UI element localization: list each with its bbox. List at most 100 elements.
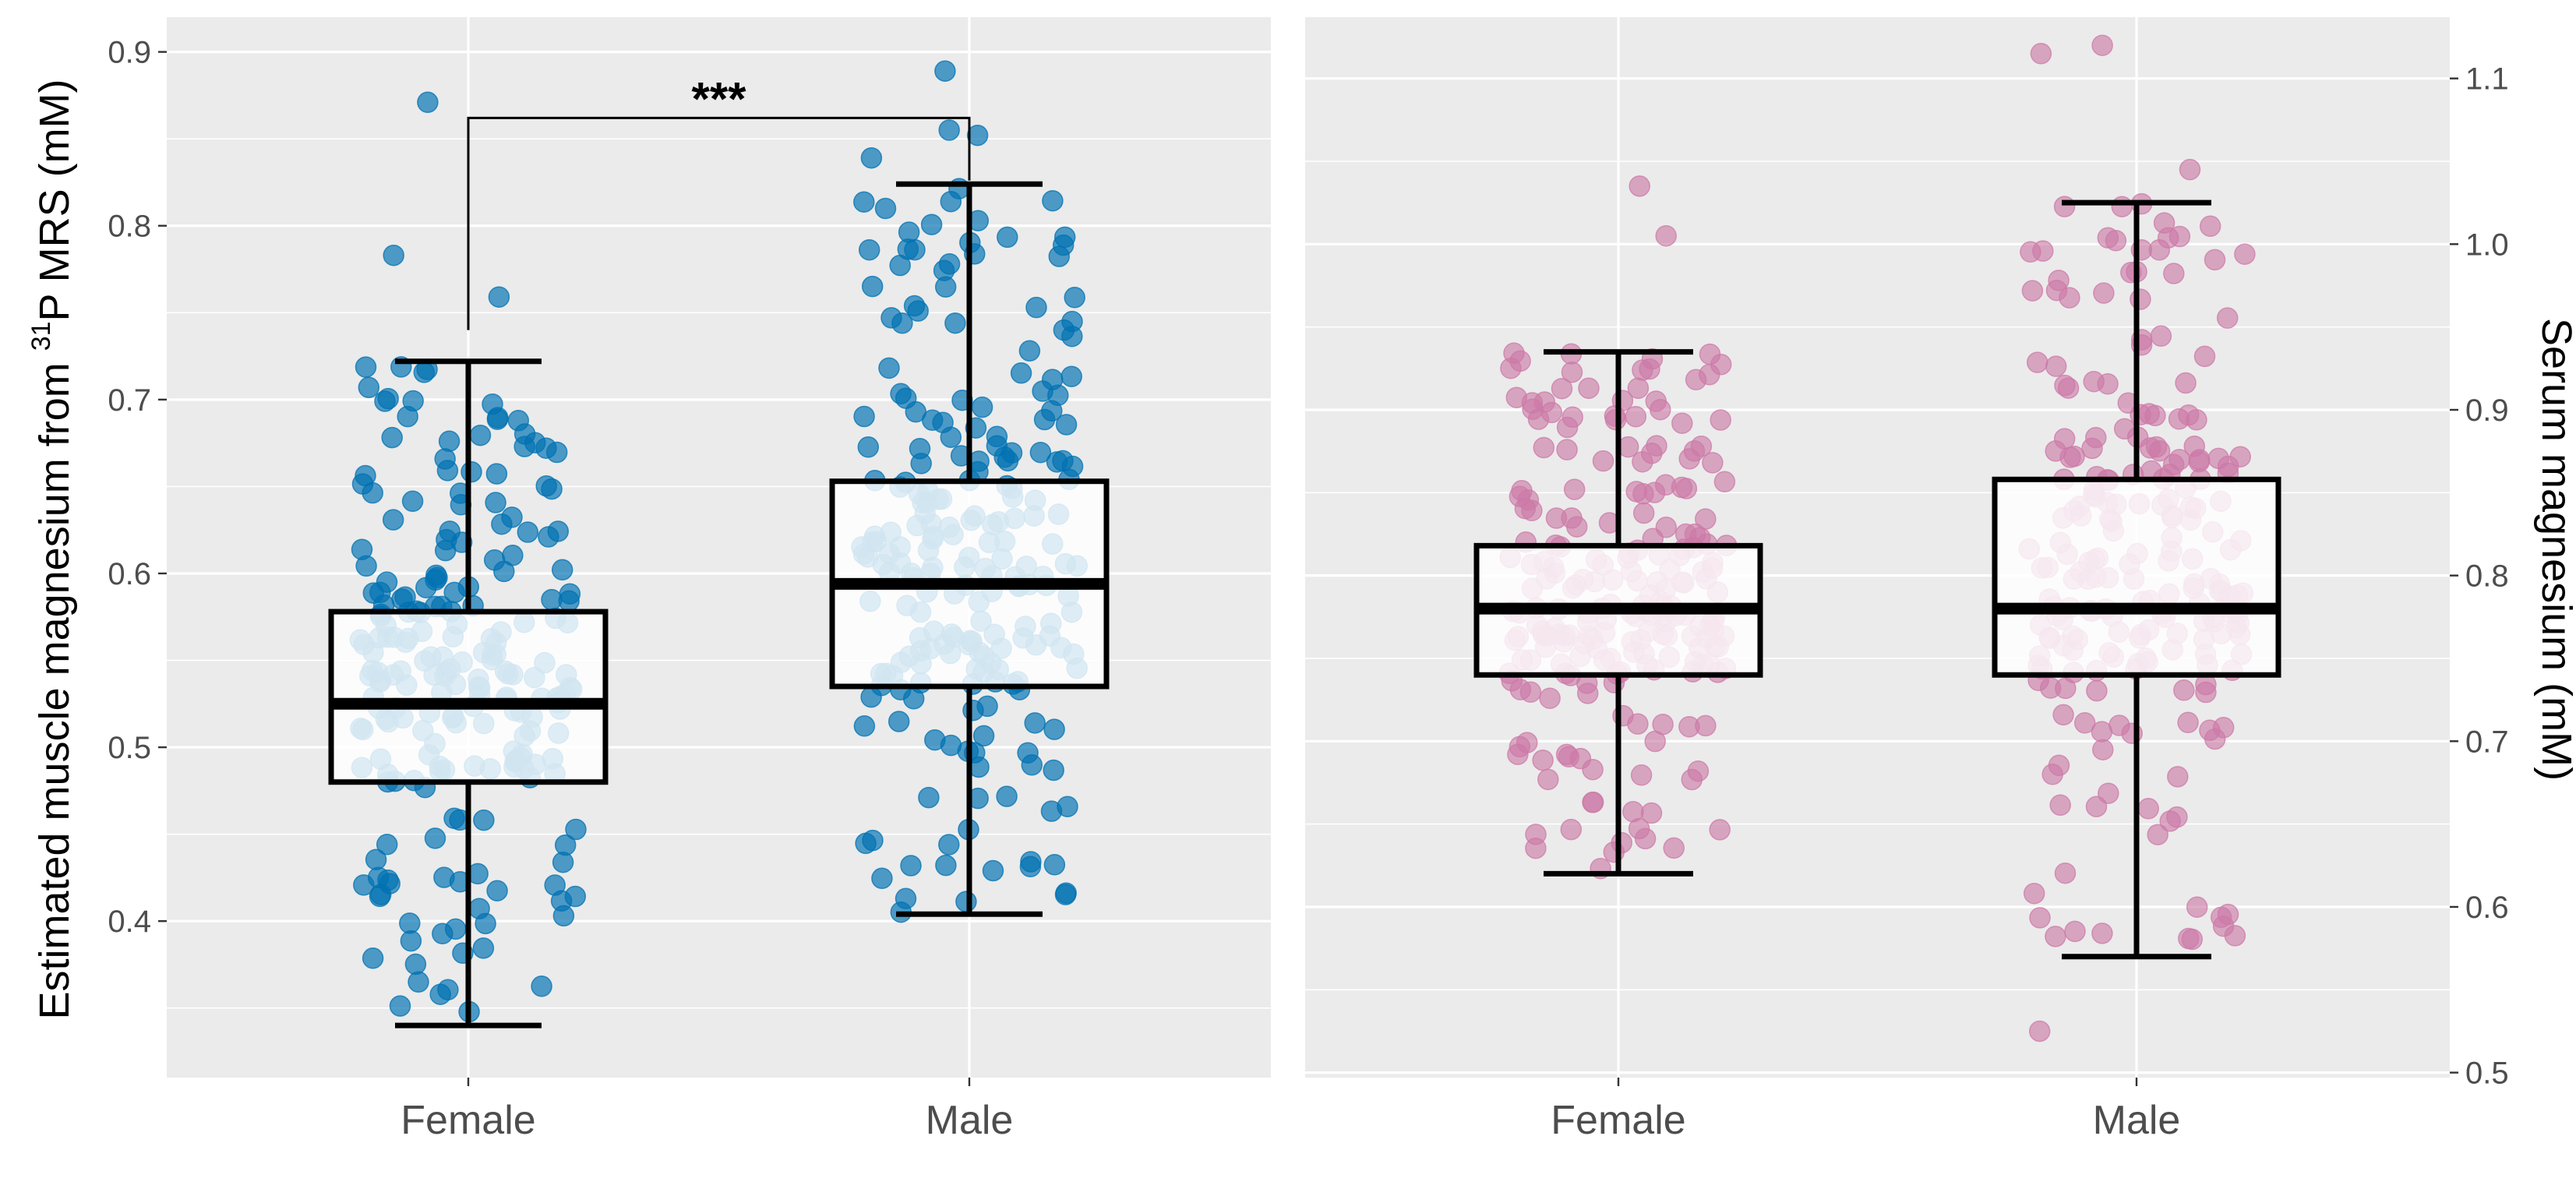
data-point <box>2097 227 2119 249</box>
data-point <box>871 867 893 890</box>
data-point <box>940 190 962 213</box>
left-x-axis: Female Male <box>401 1078 1013 1143</box>
significance-bracket: *** <box>467 72 971 330</box>
data-point <box>858 238 880 261</box>
data-point <box>1025 296 1047 319</box>
data-point <box>891 312 913 334</box>
data-point <box>2020 241 2041 263</box>
data-point <box>1061 310 1083 333</box>
significance-bracket-line <box>467 116 971 330</box>
data-point <box>424 827 446 849</box>
data-point <box>1532 749 1554 771</box>
data-point <box>501 506 523 528</box>
y-tick-label: 0.6 <box>2465 891 2509 925</box>
data-point <box>853 191 875 213</box>
data-point <box>1522 398 1544 420</box>
data-point <box>1060 365 1082 387</box>
data-point <box>2054 862 2077 884</box>
data-point <box>1064 287 1085 309</box>
data-point <box>1713 471 1736 493</box>
right-panel: 0.5 0.6 0.7 0.8 0.9 1.0 1.1 Female Male Serum m… <box>1305 17 2576 1143</box>
data-point <box>874 197 897 220</box>
data-point <box>1643 482 1666 503</box>
data-point <box>400 930 422 952</box>
data-point <box>552 905 575 927</box>
left-panel: *** 0.4 0.5 0.6 0.7 0.8 0.9 Female Male Estima… <box>26 17 1271 1143</box>
y-tick-label: 0.8 <box>108 210 151 244</box>
data-point <box>997 450 1019 472</box>
data-point <box>2021 280 2044 302</box>
y-tick-label: 0.4 <box>108 905 151 939</box>
data-point <box>2045 926 2066 947</box>
data-point <box>966 124 989 146</box>
data-point <box>2216 307 2239 329</box>
data-point <box>2029 907 2051 929</box>
data-point <box>2064 920 2086 943</box>
data-point <box>1024 712 1046 734</box>
data-point <box>1055 414 1078 436</box>
data-point <box>1537 768 1559 791</box>
significance-label: *** <box>691 72 746 125</box>
data-point <box>404 953 427 975</box>
data-point <box>502 545 524 566</box>
data-point <box>383 244 404 266</box>
data-point <box>938 834 960 856</box>
data-point <box>413 362 436 383</box>
data-point <box>443 581 465 604</box>
data-point <box>1646 435 1667 457</box>
data-point <box>1644 730 1666 753</box>
data-point <box>369 581 391 604</box>
y-tick-label: 0.5 <box>108 731 151 765</box>
data-point <box>996 785 1018 807</box>
data-point <box>1018 340 1041 362</box>
data-point <box>972 725 995 747</box>
data-point <box>417 91 439 114</box>
data-point <box>907 300 929 322</box>
data-point <box>2199 719 2221 742</box>
data-point <box>554 834 577 856</box>
data-point <box>904 238 926 261</box>
left-y-axis-title-superscript: 31 <box>26 321 56 351</box>
data-point <box>475 912 496 935</box>
data-point <box>2173 679 2195 701</box>
data-point <box>2130 288 2151 310</box>
data-point <box>2098 782 2119 804</box>
data-point <box>860 146 883 169</box>
data-point <box>1639 358 1660 380</box>
data-point <box>2150 325 2172 348</box>
data-point <box>1533 436 1555 459</box>
left-boxplots <box>328 181 1110 1028</box>
data-point <box>564 885 587 908</box>
data-point <box>2026 351 2048 373</box>
data-point <box>1627 713 1649 735</box>
data-point <box>1563 478 1586 500</box>
data-point <box>2045 279 2068 302</box>
data-point <box>2181 928 2204 951</box>
data-point <box>2054 374 2076 397</box>
data-point <box>2148 439 2171 462</box>
left-y-axis: 0.4 0.5 0.6 0.7 0.8 0.9 <box>108 36 167 939</box>
data-point <box>2086 679 2108 702</box>
right-boxplots <box>1473 199 2281 960</box>
data-point <box>486 880 508 901</box>
data-point <box>472 937 495 959</box>
data-point <box>2186 896 2208 918</box>
data-point <box>2083 370 2105 393</box>
data-point <box>408 971 429 993</box>
data-point <box>1617 436 1639 458</box>
data-point <box>381 426 403 449</box>
y-tick-label: 1.1 <box>2465 62 2509 97</box>
data-point <box>517 521 539 543</box>
data-point <box>513 423 536 445</box>
data-point <box>2111 196 2133 217</box>
data-point <box>1611 831 1632 854</box>
data-point <box>2234 243 2256 265</box>
data-point <box>2204 249 2226 271</box>
data-point <box>1551 377 1573 400</box>
data-point <box>485 463 508 485</box>
data-point <box>1702 452 1724 474</box>
data-point <box>2159 810 2181 832</box>
data-point <box>2168 408 2190 430</box>
data-point <box>2091 923 2113 944</box>
data-point <box>857 436 880 458</box>
